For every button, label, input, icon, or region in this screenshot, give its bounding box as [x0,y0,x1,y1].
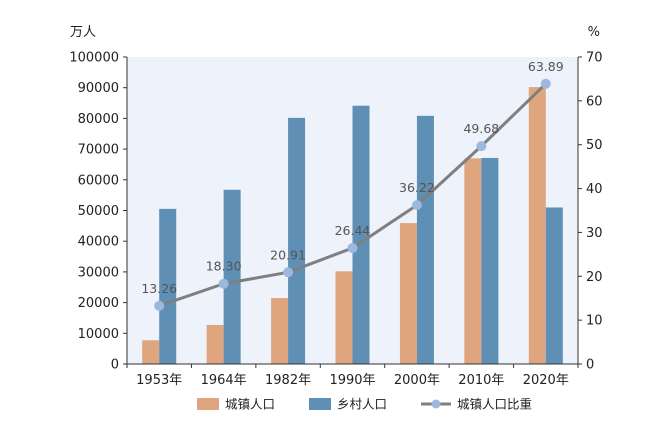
right-tick-label: 30 [586,226,603,241]
bar-城镇人口-1953年 [142,340,160,364]
right-tick-label: 50 [586,138,603,153]
right-tick-label: 0 [586,358,594,373]
left-tick-label: 20000 [78,296,119,311]
right-tick-label: 10 [586,314,603,329]
legend-label-城镇人口比重: 城镇人口比重 [457,397,532,412]
data-label-1982年: 20.91 [270,247,306,262]
data-label-2020年: 63.89 [528,59,564,74]
right-tick-label: 70 [586,51,603,66]
bar-城镇人口-1990年 [335,271,353,364]
bar-乡村人口-2020年 [545,207,563,364]
left-tick-label: 100000 [69,51,119,66]
right-axis-unit: % [588,25,600,40]
left-tick-label: 0 [111,358,119,373]
left-tick-label: 40000 [78,235,119,250]
point-1964年 [218,278,229,289]
bar-乡村人口-1953年 [159,208,177,364]
bar-乡村人口-2010年 [481,157,499,364]
left-axis-unit: 万人 [70,25,96,40]
legend-label-城镇人口: 城镇人口 [225,397,275,412]
x-tick-label: 2010年 [458,373,504,388]
data-label-2010年: 49.68 [463,121,499,136]
x-tick-label: 1964年 [201,373,247,388]
bar-城镇人口-1964年 [206,324,224,364]
x-tick-label: 1982年 [265,373,311,388]
x-tick-label: 1990年 [329,373,375,388]
bar-乡村人口-1990年 [352,105,370,364]
right-tick-label: 20 [586,270,603,285]
legend: 城镇人口 乡村人口 城镇人口比重 [197,397,532,412]
point-2000年 [411,200,422,211]
left-tick-label: 70000 [78,143,119,158]
right-tick-label: 60 [586,94,603,109]
bar-乡村人口-1982年 [288,117,306,365]
left-tick-label: 90000 [78,81,119,96]
bar-城镇人口-2020年 [528,87,546,364]
x-tick-label: 2020年 [523,373,569,388]
point-1990年 [347,243,358,254]
legend-swatch-乡村人口 [309,398,331,410]
data-label-2000年: 36.22 [399,180,435,195]
x-tick-label: 2000年 [394,373,440,388]
data-label-1990年: 26.44 [335,223,371,238]
bar-乡村人口-2000年 [416,115,434,364]
point-1982年 [283,267,294,278]
bar-乡村人口-1964年 [223,189,241,364]
point-2010年 [476,141,487,152]
axes: 0 10000 20000 30000 40000 50000 60000 70000 8000… [69,51,602,389]
bar-城镇人口-2010年 [464,158,482,364]
bar-layer [142,87,563,365]
legend-marker-城镇人口比重 [431,399,441,409]
line-layer: 13.26 18.30 20.91 26.44 36.22 49.68 63.89 [141,59,564,311]
bar-城镇人口-2000年 [399,223,417,364]
legend-swatch-城镇人口 [197,398,219,410]
legend-label-乡村人口: 乡村人口 [337,397,387,412]
point-2020年 [540,78,551,89]
left-tick-label: 50000 [78,204,119,219]
bar-城镇人口-1982年 [271,298,289,364]
left-tick-label: 10000 [78,327,119,342]
right-tick-label: 40 [586,182,603,197]
x-tick-label: 1953年 [136,373,182,388]
data-label-1964年: 18.30 [206,259,242,274]
point-1953年 [154,300,165,311]
left-tick-label: 60000 [78,173,119,188]
left-tick-label: 80000 [78,112,119,127]
left-tick-label: 30000 [78,265,119,280]
data-label-1953年: 13.26 [141,281,177,296]
